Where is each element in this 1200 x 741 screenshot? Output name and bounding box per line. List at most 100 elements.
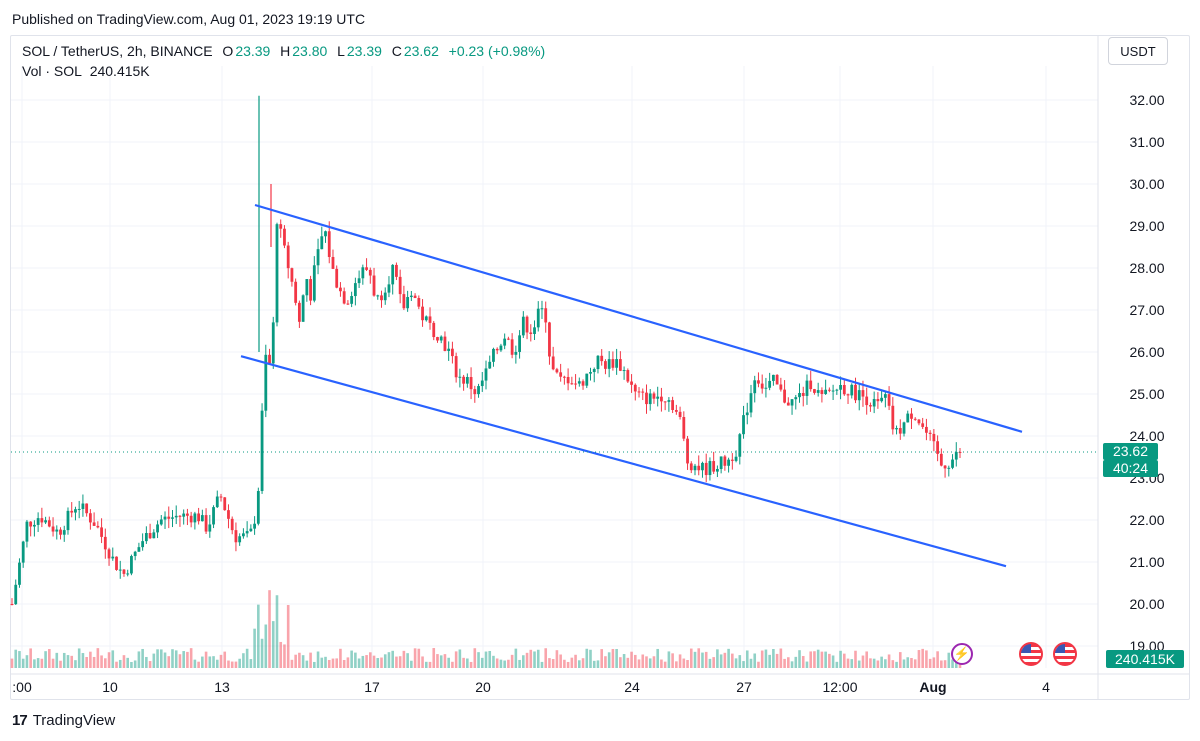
candle-body bbox=[876, 399, 880, 402]
candle-body bbox=[607, 359, 611, 369]
candle-body bbox=[417, 298, 421, 307]
candle-body bbox=[428, 316, 432, 323]
candle-body bbox=[925, 426, 928, 433]
candle-body bbox=[227, 510, 230, 519]
volume-bar bbox=[861, 655, 865, 668]
candle-body bbox=[506, 338, 510, 340]
volume-bar bbox=[275, 595, 279, 668]
us-flag-icon[interactable] bbox=[1019, 642, 1043, 666]
candle-body bbox=[701, 462, 704, 471]
volume-bar bbox=[436, 654, 439, 668]
volume-legend-label[interactable]: Vol · SOL bbox=[22, 63, 82, 79]
candle-body bbox=[816, 390, 820, 393]
volume-bar bbox=[219, 654, 223, 668]
candle-body bbox=[118, 569, 122, 571]
candle-body bbox=[167, 516, 171, 519]
volume-bar bbox=[779, 648, 783, 668]
volume-bar bbox=[451, 661, 454, 668]
volume-bar bbox=[331, 658, 335, 668]
volume-bar bbox=[148, 661, 152, 668]
candle-body bbox=[219, 496, 223, 498]
volume-bar bbox=[708, 658, 712, 668]
candle-body bbox=[477, 386, 480, 395]
volume-bar bbox=[641, 654, 645, 668]
volume-bar bbox=[880, 656, 883, 668]
volume-bar bbox=[917, 650, 921, 668]
candle-body bbox=[596, 355, 600, 370]
candle-body bbox=[40, 518, 44, 523]
volume-bar bbox=[607, 652, 611, 668]
candle-body bbox=[368, 269, 372, 276]
candle-body bbox=[798, 392, 801, 398]
volume-bar bbox=[268, 590, 271, 668]
volume-bar bbox=[305, 660, 309, 668]
candle-body bbox=[514, 351, 518, 355]
candle-body bbox=[77, 508, 81, 510]
currency-button[interactable]: USDT bbox=[1108, 37, 1168, 65]
tradingview-logo-icon[interactable]: 17 bbox=[12, 712, 28, 729]
candle-body bbox=[122, 569, 126, 574]
candle-body bbox=[144, 533, 148, 542]
published-caption: Published on TradingView.com, Aug 01, 20… bbox=[12, 11, 366, 27]
chart-frame bbox=[10, 35, 1190, 700]
candle-body bbox=[436, 337, 439, 341]
candle-body bbox=[215, 496, 219, 508]
volume-bar bbox=[898, 652, 902, 668]
candle-body bbox=[473, 389, 477, 395]
volume-bar bbox=[619, 657, 622, 668]
candle-body bbox=[51, 526, 55, 532]
candle-body bbox=[790, 399, 794, 406]
candle-body bbox=[760, 383, 764, 389]
candle-body bbox=[883, 394, 887, 398]
us-flag-icon[interactable] bbox=[1053, 642, 1077, 666]
volume-bar bbox=[376, 658, 380, 668]
candle-body bbox=[611, 359, 615, 368]
chart-legend: SOL / TetherUS, 2h, BINANCE O 23.39 H 23.8… bbox=[22, 43, 547, 59]
volume-bar bbox=[954, 661, 958, 668]
legend-symbol[interactable]: SOL / TetherUS, 2h, BINANCE bbox=[22, 43, 213, 59]
volume-bar bbox=[626, 657, 630, 668]
candle-body bbox=[271, 322, 275, 364]
volume-bar bbox=[48, 649, 51, 668]
candle-body bbox=[521, 316, 525, 336]
volume-bar bbox=[731, 653, 734, 668]
candle-body bbox=[716, 468, 719, 472]
footer-brand[interactable]: TradingView bbox=[32, 712, 116, 729]
candle-body bbox=[906, 413, 910, 423]
candle-body bbox=[872, 399, 876, 407]
x-tick-label: 13 bbox=[214, 679, 230, 695]
lightning-icon[interactable]: ⚡ bbox=[951, 643, 973, 665]
candle-body bbox=[783, 389, 786, 403]
volume-bar bbox=[186, 651, 189, 668]
volume-bar bbox=[596, 660, 600, 668]
candle-body bbox=[775, 374, 779, 385]
candle-body bbox=[242, 533, 245, 537]
volume-bar bbox=[884, 659, 887, 668]
candle-body bbox=[387, 284, 391, 293]
volume-bar bbox=[208, 656, 212, 668]
candle-body bbox=[865, 396, 869, 406]
volume-bar bbox=[913, 659, 917, 668]
volume-bar bbox=[559, 654, 562, 668]
volume-bar bbox=[413, 648, 417, 668]
volume-bar bbox=[548, 658, 551, 668]
volume-bar bbox=[928, 658, 932, 668]
volume-bar bbox=[902, 659, 906, 668]
candle-body bbox=[540, 308, 544, 310]
candle-body bbox=[861, 390, 865, 397]
chart-canvas[interactable]: 32.00 31.00 30.00 29.00 28.00 27.00 26.00 25.00… bbox=[0, 0, 1200, 700]
volume-bar bbox=[648, 658, 652, 668]
x-tick-label: 4 bbox=[1042, 679, 1050, 695]
volume-bar bbox=[428, 661, 432, 668]
volume-bar bbox=[742, 661, 745, 668]
candle-body bbox=[197, 513, 201, 522]
candle-body bbox=[671, 400, 675, 410]
volume-bar bbox=[313, 661, 316, 668]
candle-body bbox=[581, 381, 585, 386]
volume-bar bbox=[133, 660, 137, 668]
candle-body bbox=[525, 316, 529, 333]
candle-body bbox=[462, 376, 466, 384]
candle-body bbox=[10, 604, 14, 605]
volume-bar bbox=[111, 650, 115, 668]
volume-bar bbox=[693, 651, 697, 668]
